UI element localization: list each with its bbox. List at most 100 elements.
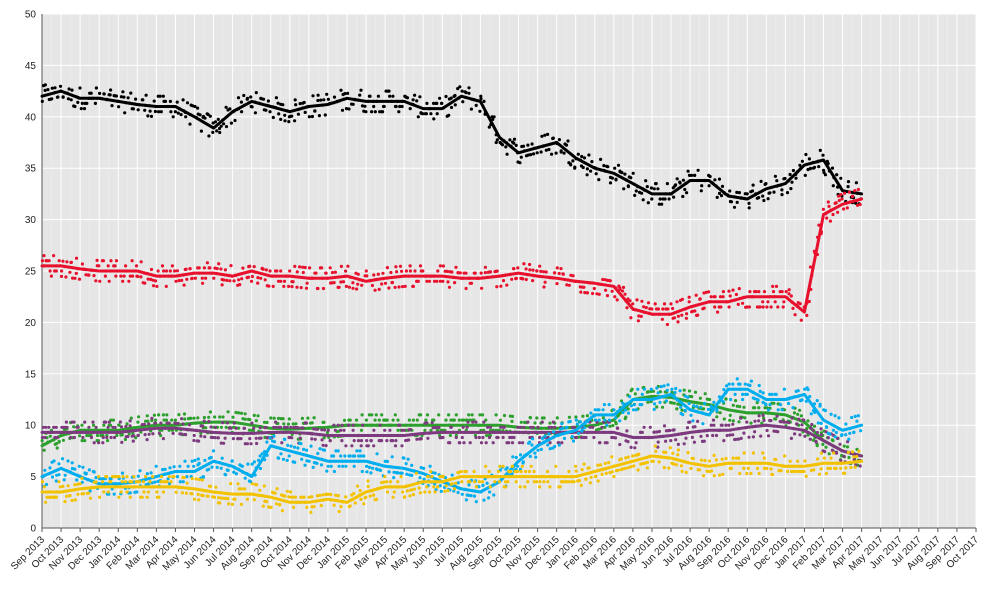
poll-point [741,392,745,396]
poll-point [316,494,320,498]
poll-point [674,183,678,187]
poll-point [237,426,241,430]
poll-point [495,138,499,142]
poll-point [719,194,724,198]
poll-point [429,469,433,474]
poll-point [69,260,73,265]
poll-point [193,458,197,462]
poll-point [45,495,49,499]
poll-point [553,444,557,449]
poll-point [300,416,304,420]
poll-point [759,179,763,183]
poll-point [465,425,469,429]
poll-point [348,454,352,458]
poll-point [798,433,802,437]
poll-point [54,442,59,446]
poll-point [735,200,739,204]
poll-point [495,269,499,273]
poll-point [381,271,385,275]
poll-point [775,414,779,418]
poll-point [477,435,481,440]
poll-point [629,316,633,320]
poll-point [534,455,538,459]
poll-point [339,280,343,284]
poll-point [614,178,618,182]
poll-point [808,395,812,399]
poll-point [82,492,86,496]
poll-point [365,470,369,474]
poll-point [325,92,329,96]
poll-point [50,86,54,90]
poll-point [316,98,320,103]
poll-point [106,490,110,494]
poll-point [705,469,709,473]
poll-point [182,476,186,480]
poll-point [110,475,115,479]
poll-point [252,265,256,269]
poll-point [479,441,484,445]
poll-point [61,95,65,99]
poll-point [585,414,590,418]
poll-point [645,185,649,189]
poll-point [423,428,427,432]
poll-point [542,480,546,484]
poll-point [792,411,797,415]
poll-point [670,387,674,391]
poll-point [391,94,395,98]
poll-point [778,403,783,407]
poll-point [296,446,300,450]
poll-point [372,273,376,277]
poll-point [519,425,523,429]
poll-point [72,425,76,429]
poll-point [782,300,786,304]
poll-point [616,426,620,430]
poll-point [621,401,625,405]
poll-point [782,387,787,391]
poll-point [393,413,397,417]
poll-point [418,95,422,99]
poll-point [837,416,841,420]
poll-point [652,402,657,406]
poll-point [529,425,533,429]
poll-point [160,264,165,268]
poll-point [222,441,226,445]
poll-point [113,264,117,268]
poll-point [840,197,844,201]
poll-point [447,413,451,417]
poll-point [272,416,276,420]
poll-point [691,456,695,461]
poll-point [111,418,115,422]
poll-point [359,428,364,432]
poll-point [329,464,333,468]
poll-point [229,426,233,430]
poll-point [432,485,436,489]
poll-point [839,466,843,470]
poll-point [809,426,813,430]
poll-point [209,425,213,429]
poll-point [510,277,514,281]
poll-point [360,283,364,287]
poll-point [405,472,409,476]
poll-point [498,418,502,422]
poll-point [467,483,471,487]
poll-point [815,430,820,435]
poll-point [450,482,454,486]
poll-point [315,461,319,465]
poll-point [703,401,707,406]
poll-point [275,269,279,273]
poll-point [196,416,200,420]
poll-point [225,421,230,425]
poll-point [336,494,340,498]
poll-point [294,422,298,426]
poll-point [541,436,545,440]
poll-point [764,403,768,407]
poll-point [63,500,67,504]
poll-point [336,423,340,427]
poll-point [269,505,273,509]
poll-point [519,155,523,159]
poll-point [602,403,607,407]
poll-point [95,258,99,262]
poll-point [721,400,725,404]
poll-point [164,269,169,273]
poll-point [424,112,428,116]
